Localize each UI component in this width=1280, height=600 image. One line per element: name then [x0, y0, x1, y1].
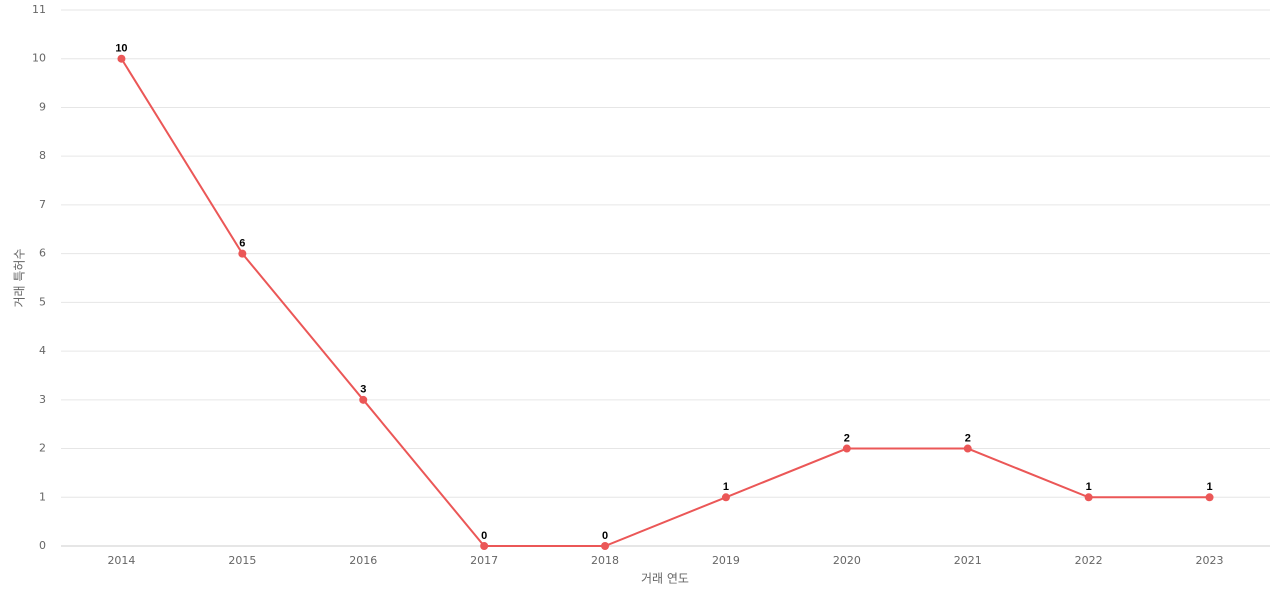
y-axis-label: 거래 특허수 [13, 248, 27, 307]
x-tick-label: 2018 [591, 554, 619, 567]
x-tick-label: 2015 [228, 554, 256, 567]
point [1205, 493, 1214, 502]
y-tick-label: 11 [32, 3, 46, 16]
value-label: 2 [965, 432, 971, 444]
value-label: 6 [239, 238, 245, 250]
x-tick-label: 2020 [833, 554, 861, 567]
x-axis-label: 거래 연도 [641, 572, 689, 586]
value-label: 0 [481, 530, 487, 542]
y-tick-label: 9 [39, 100, 46, 113]
y-tick-label: 8 [39, 149, 46, 162]
x-tick-label: 2019 [712, 554, 740, 567]
value-label: 2 [844, 432, 850, 444]
y-tick-label: 2 [39, 442, 46, 455]
point [238, 249, 247, 258]
x-tick-label: 2021 [954, 554, 982, 567]
value-label: 3 [360, 384, 366, 396]
y-tick-label: 4 [39, 344, 46, 357]
point [359, 395, 368, 404]
point [1084, 493, 1093, 502]
y-tick-label: 7 [39, 198, 46, 211]
point [842, 444, 851, 453]
point [721, 493, 730, 502]
point [480, 542, 489, 550]
point [601, 542, 610, 550]
value-label: 1 [1206, 481, 1212, 493]
y-tick-label: 1 [39, 490, 46, 503]
x-tick-label: 2022 [1075, 554, 1103, 567]
value-label: 1 [1086, 481, 1092, 493]
series-line [120, 58, 1210, 547]
y-tick-label: 10 [32, 52, 46, 65]
point [117, 54, 126, 63]
value-label: 1 [723, 481, 729, 493]
y-tick-label: 3 [39, 393, 46, 406]
value-label: 0 [602, 530, 608, 542]
x-tick-label: 2016 [349, 554, 377, 567]
point [963, 444, 972, 453]
y-tick-label: 6 [39, 247, 46, 260]
x-tick-label: 2023 [1196, 554, 1224, 567]
x-tick-label: 2014 [107, 554, 135, 567]
value-label: 10 [115, 43, 127, 55]
y-tick-label: 0 [39, 539, 46, 552]
y-tick-label: 5 [39, 295, 46, 308]
x-tick-label: 2017 [470, 554, 498, 567]
